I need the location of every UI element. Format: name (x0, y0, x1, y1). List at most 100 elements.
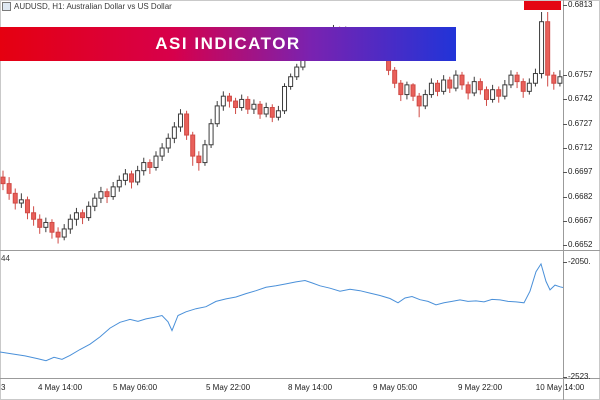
candle-body (196, 155, 202, 164)
candle-body (539, 21, 545, 75)
candle-body (61, 228, 67, 238)
indicator-axis-tick (563, 377, 567, 378)
candle-body (214, 105, 220, 125)
candle-body (98, 191, 104, 199)
candle-body (459, 74, 465, 86)
candle-body (404, 84, 410, 96)
candle-body (24, 199, 30, 214)
candle-body (86, 205, 92, 219)
candle-body (159, 147, 165, 157)
indicator-axis-tick (563, 262, 567, 263)
asi-indicator-chart[interactable] (0, 252, 563, 378)
candle-body (110, 186, 116, 198)
time-axis-separator (0, 378, 600, 379)
candle-body (49, 221, 55, 233)
candle-body (251, 103, 257, 110)
price-axis-tick (563, 172, 567, 173)
candle-body (147, 162, 153, 168)
indicator-axis-label: -2050. (568, 257, 591, 266)
candle-body (398, 82, 404, 96)
asi-banner: ASI INDICATOR (0, 27, 456, 61)
candle-body (532, 73, 538, 84)
candle-body (477, 81, 483, 91)
candle-body (92, 197, 98, 207)
asi-banner-text: ASI INDICATOR (155, 34, 301, 53)
time-axis-label: 5 May 22:00 (205, 383, 251, 392)
candle-body (471, 81, 477, 94)
price-axis-label: 0.6652 (568, 240, 593, 249)
candle-body (447, 79, 453, 89)
candle-body (220, 95, 226, 107)
candle-body (208, 123, 214, 146)
candle-body (165, 137, 171, 149)
price-axis-tick (563, 75, 567, 76)
candle-body (153, 155, 159, 168)
candle-body (73, 212, 79, 220)
price-axis-label: 0.6742 (568, 94, 593, 103)
time-axis-label: 3 (1, 383, 6, 392)
candle-body (0, 176, 6, 185)
price-axis-label: 0.6813 (568, 0, 593, 9)
panel-separator[interactable] (0, 250, 600, 251)
candle-body (141, 162, 147, 172)
candle-body (116, 179, 122, 188)
indicator-axis-label: -2523. (568, 372, 591, 381)
time-axis-label: 10 May 14:00 (535, 383, 585, 392)
candle-body (171, 126, 177, 139)
chart-title-bar: AUDUSD, H1: Australian Dollar vs US Doll… (0, 0, 522, 12)
price-axis-label: 0.6667 (568, 216, 593, 225)
candle-body (453, 74, 459, 89)
price-axis-label: 0.6757 (568, 70, 593, 79)
candle-body (526, 82, 532, 92)
time-axis-label: 8 May 14:00 (287, 383, 333, 392)
price-axis-tick (563, 245, 567, 246)
candle-body (294, 66, 300, 78)
price-axis-label: 0.6712 (568, 143, 593, 152)
price-marker-flag (524, 1, 561, 10)
candle-body (67, 218, 73, 230)
candle-body (269, 107, 275, 118)
price-axis-tick (563, 197, 567, 198)
price-axis-tick (563, 99, 567, 100)
candle-body (12, 192, 18, 204)
candle-body (6, 183, 12, 194)
candle-body (288, 76, 294, 87)
asi-line (0, 262, 563, 362)
chart-window-icon[interactable] (2, 1, 11, 11)
candle-body (508, 74, 514, 86)
indicator-value-partial: 44 (1, 254, 10, 263)
candle-body (31, 212, 37, 220)
candle-body (55, 231, 61, 238)
candle-body (245, 98, 251, 110)
candle-body (282, 85, 288, 112)
candle-body (239, 98, 245, 109)
candle-body (496, 89, 502, 97)
candle-body (410, 84, 416, 97)
price-axis-tick (563, 5, 567, 6)
candle-body (129, 173, 135, 183)
candle-body (428, 82, 434, 96)
candle-body (483, 89, 489, 100)
price-axis-label: 0.6682 (568, 192, 593, 201)
candle-body (422, 94, 428, 107)
candle-body (122, 173, 128, 181)
candle-body (551, 74, 557, 84)
price-axis-label: 0.6727 (568, 119, 593, 128)
candle-body (263, 107, 269, 115)
price-axis-tick (563, 221, 567, 222)
time-axis-label: 5 May 06:00 (112, 383, 158, 392)
time-axis-label: 9 May 22:00 (457, 383, 503, 392)
candle-body (233, 100, 239, 109)
candle-body (416, 95, 422, 107)
candle-body (177, 113, 183, 128)
candle-body (104, 191, 110, 198)
time-axis-label: 9 May 05:00 (372, 383, 418, 392)
time-axis-label: 4 May 14:00 (37, 383, 83, 392)
candle-body (226, 95, 232, 102)
candle-body (18, 199, 24, 204)
candle-body (37, 218, 43, 228)
candle-body (490, 89, 496, 100)
price-axis-label: 0.6697 (568, 167, 593, 176)
symbol-title: AUDUSD, H1: Australian Dollar vs US Doll… (14, 1, 172, 11)
